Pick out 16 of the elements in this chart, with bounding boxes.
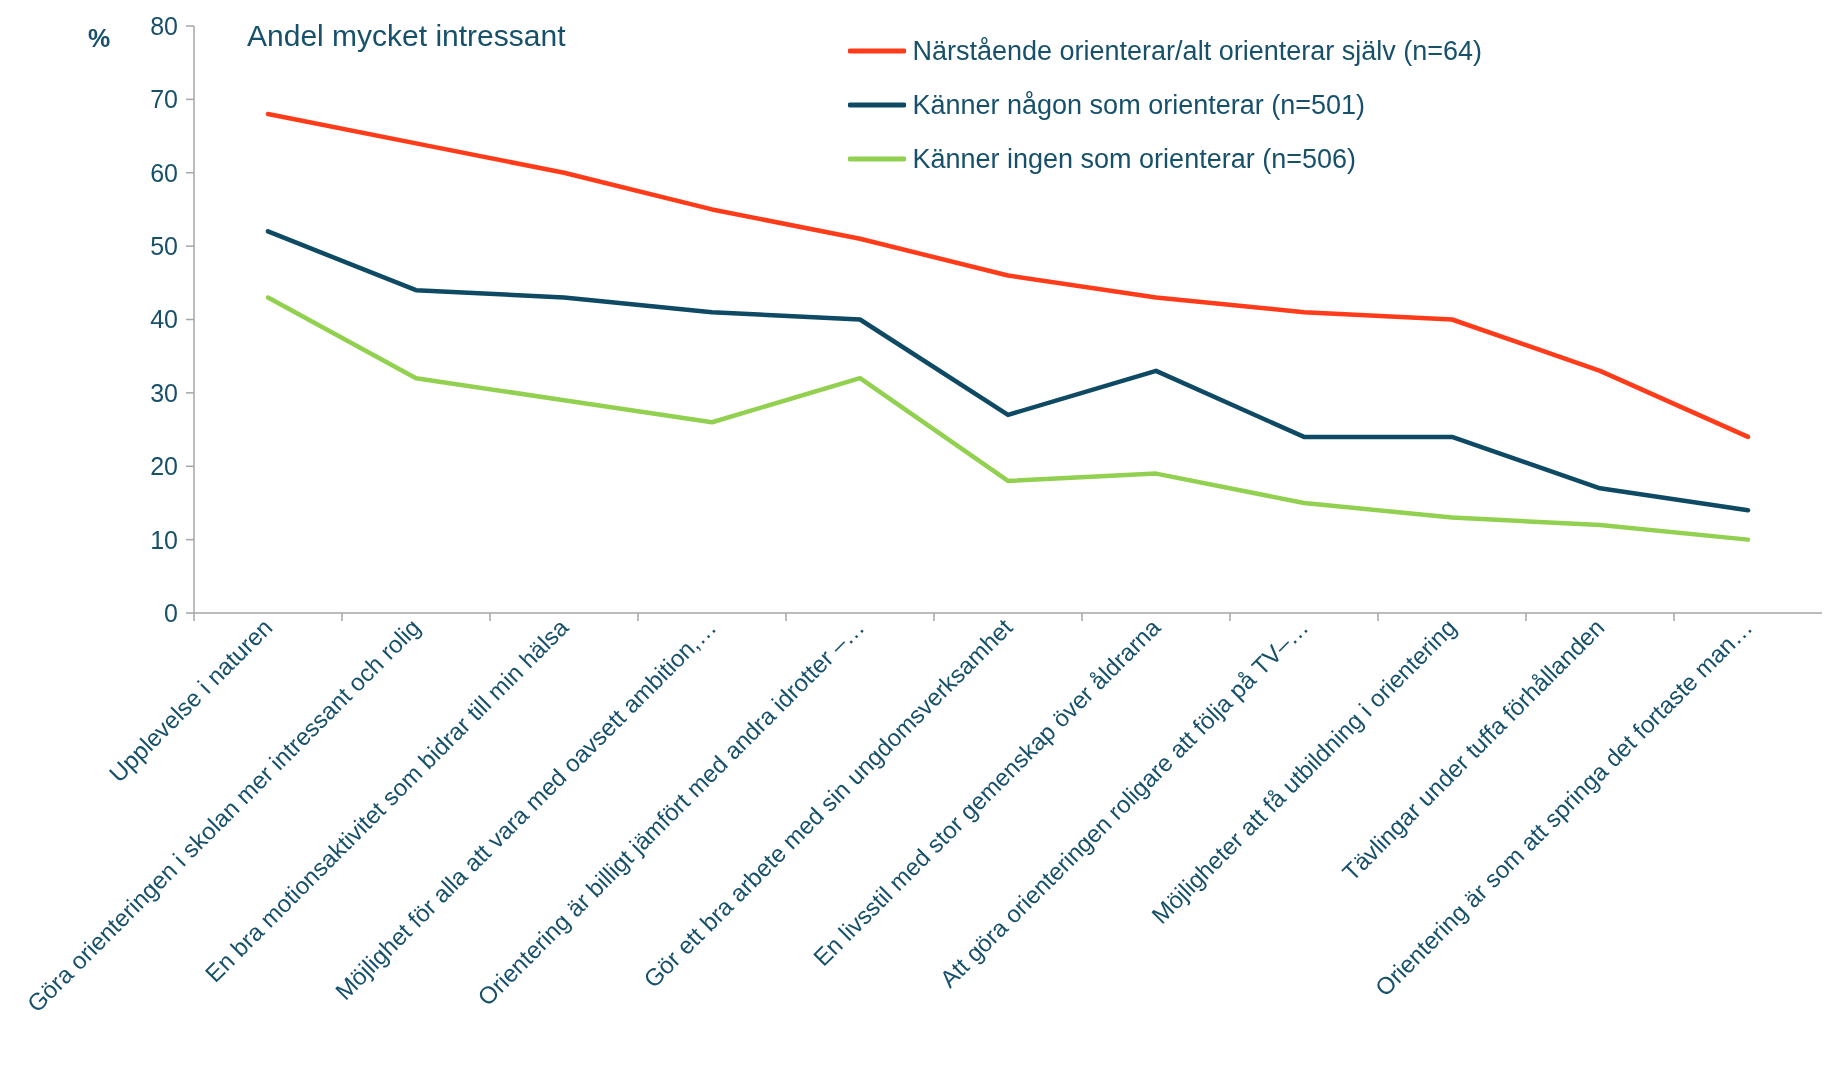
legend-label: Känner någon som orienterar (n=501)	[912, 89, 1365, 120]
y-tick-label: 80	[150, 11, 178, 40]
legend-label: Känner ingen som orienterar (n=506)	[912, 143, 1356, 174]
y-tick-label: 0	[164, 598, 178, 627]
line-series	[265, 229, 1751, 513]
line-series	[265, 295, 1751, 542]
y-tick-label: 10	[150, 525, 178, 554]
y-axis-title: %	[87, 24, 111, 52]
y-tick-label: 30	[150, 378, 178, 407]
y-tick-label: 50	[150, 232, 178, 260]
chart-title: Andel mycket intressant	[247, 19, 566, 52]
legend-label: Närstående orienterar/alt orienterar själv (n=64)	[912, 35, 1482, 66]
y-tick-label: 60	[150, 158, 178, 187]
y-tick-label: 40	[150, 305, 178, 334]
y-tick-label: 20	[150, 452, 178, 481]
y-tick-label: 70	[150, 85, 178, 114]
